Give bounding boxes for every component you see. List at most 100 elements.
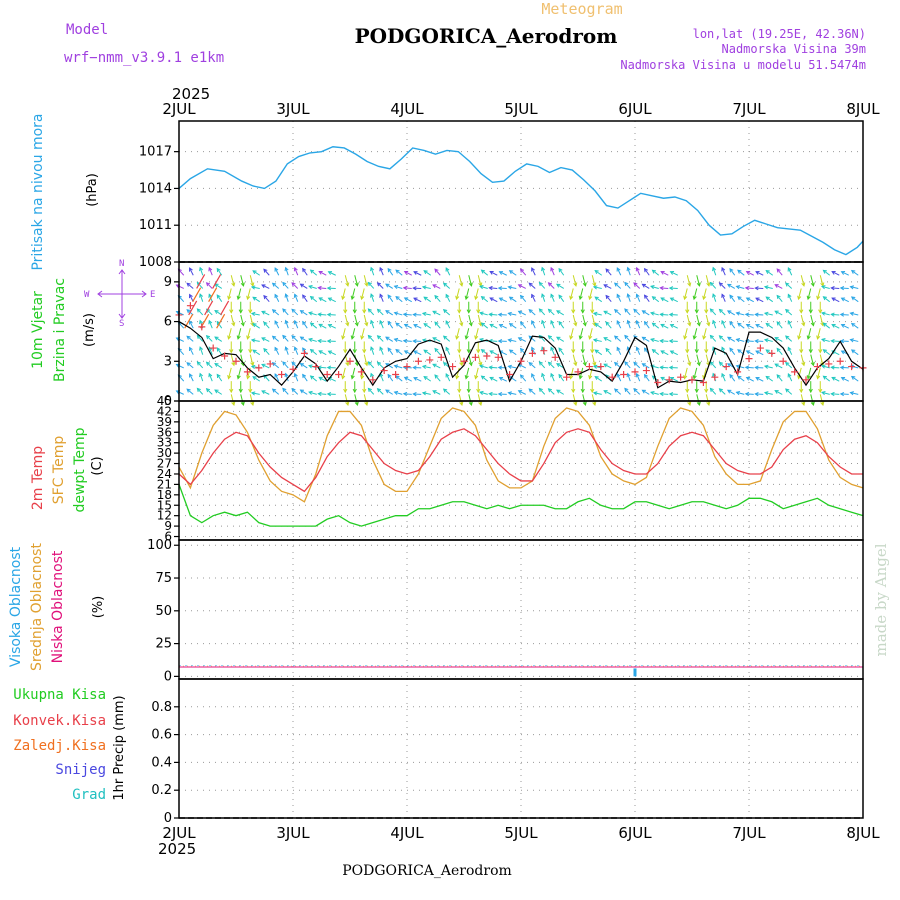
wind-arrow-head [442,335,448,340]
sfc-temp-label: SFC Temp [51,436,67,505]
wind-arrow-head [326,365,332,370]
wind-arrow [705,275,710,287]
wind-arrow [776,268,783,276]
wind-arrow-head [594,349,599,354]
wind-arrow-head [582,322,587,327]
wind-arrow [434,348,441,355]
wind-arrow [528,309,536,316]
y-tick-label: 9 [164,519,172,533]
wind-arrow-head [806,335,811,340]
wind-arrow [285,346,289,355]
wind-arrow-head [721,372,726,378]
wind-arrow [300,363,308,369]
y-tick-label: 1011 [139,218,172,233]
wind-arrow-head [787,319,792,325]
wind-arrow [302,268,308,276]
wind-arrow [556,310,565,316]
wind-arrow-head [822,349,827,354]
wind-arrow [489,340,498,342]
wind-arrow [520,321,527,329]
wind-arrow-head [668,391,674,397]
wind-arrow [508,312,517,316]
y-tick-label: 6 [164,530,172,544]
wind-arrow [300,310,308,316]
wind-arrow-head [801,322,806,327]
wind-arrow [636,373,641,382]
wind-arrow-head [528,388,533,393]
wind-arrow [693,367,698,379]
wind-arrow-head [531,346,535,351]
wind-arrow [831,393,840,395]
wind-arrow-head [421,391,427,396]
y-tick-label: 3 [164,354,172,369]
wind-arrow [831,313,840,316]
wind-arrow [710,308,717,316]
wind-arrow [800,275,805,287]
wind-arrow-head [445,267,450,272]
wind-arrow [710,335,717,342]
wind-arrow [548,335,555,342]
wind-arrow [582,275,586,287]
wind-arrow-head [214,389,219,394]
wind-arrow [556,336,565,342]
wind-arrow [479,285,488,289]
wind-arrow [413,350,422,356]
wind-arrow-head [550,293,555,298]
wind-arrow-head [808,388,813,394]
wind-arrow [807,288,812,300]
wind-arrow-head [547,361,553,366]
wind-arrow-head [635,346,640,351]
wind-arrow-head [696,361,701,367]
gust-mark [289,365,297,373]
wind-arrow [851,323,859,329]
wind-arrow [423,376,432,382]
wind-arrow [539,282,546,289]
wind-arrow-head [850,375,856,380]
wind-arrow-head [421,285,427,290]
wind-arrow-head [683,335,688,340]
wind-arrow-head [299,389,305,394]
wind-arrow-head [263,268,268,273]
wind-arrow [736,312,745,316]
wind-arrow [817,288,821,300]
wind-arrow [710,361,717,369]
wind-arrow-head [468,322,473,327]
wind-arrow [387,374,394,382]
wind-arrow [787,320,793,329]
wind-arrow [736,365,745,369]
wind-arrow [582,354,586,366]
wind-arrow-head [605,294,610,300]
wind-arrow [746,297,754,303]
wind-arrow [528,362,536,369]
y-tick-label: 100 [147,538,172,553]
wind-arrow [252,270,261,276]
wind-arrow [308,285,317,289]
wind-arrow-head [578,375,583,380]
wind-arrow-head [517,390,523,394]
wind-arrow [746,271,754,276]
wind-arrow-head [274,293,279,299]
wind-arrow [531,320,536,329]
wind-arrow [729,294,736,303]
wind-arrow [810,275,814,287]
wind-arrow-head [385,310,390,314]
wind-arrow [300,283,308,289]
wind-arrow [745,366,754,369]
wind-arrow [746,350,754,356]
wind-arrow [251,312,260,316]
gust-mark [574,368,582,376]
wind-arrow-head [573,282,578,287]
wind-arrow-head [816,335,821,340]
wind-arrow [263,295,270,303]
wind-arrow [819,275,824,287]
wind-arrow [736,391,745,395]
wind-arrow-head [571,388,576,394]
wind-arrow-head [489,350,494,355]
wind-arrow-head [763,364,769,369]
wind-arrow [445,347,451,355]
wind-arrow-head [712,293,717,298]
wind-arrow-head [252,349,257,354]
wind-arrow [499,297,507,303]
wind-arrow [705,314,710,326]
wind-arrow [385,336,394,342]
